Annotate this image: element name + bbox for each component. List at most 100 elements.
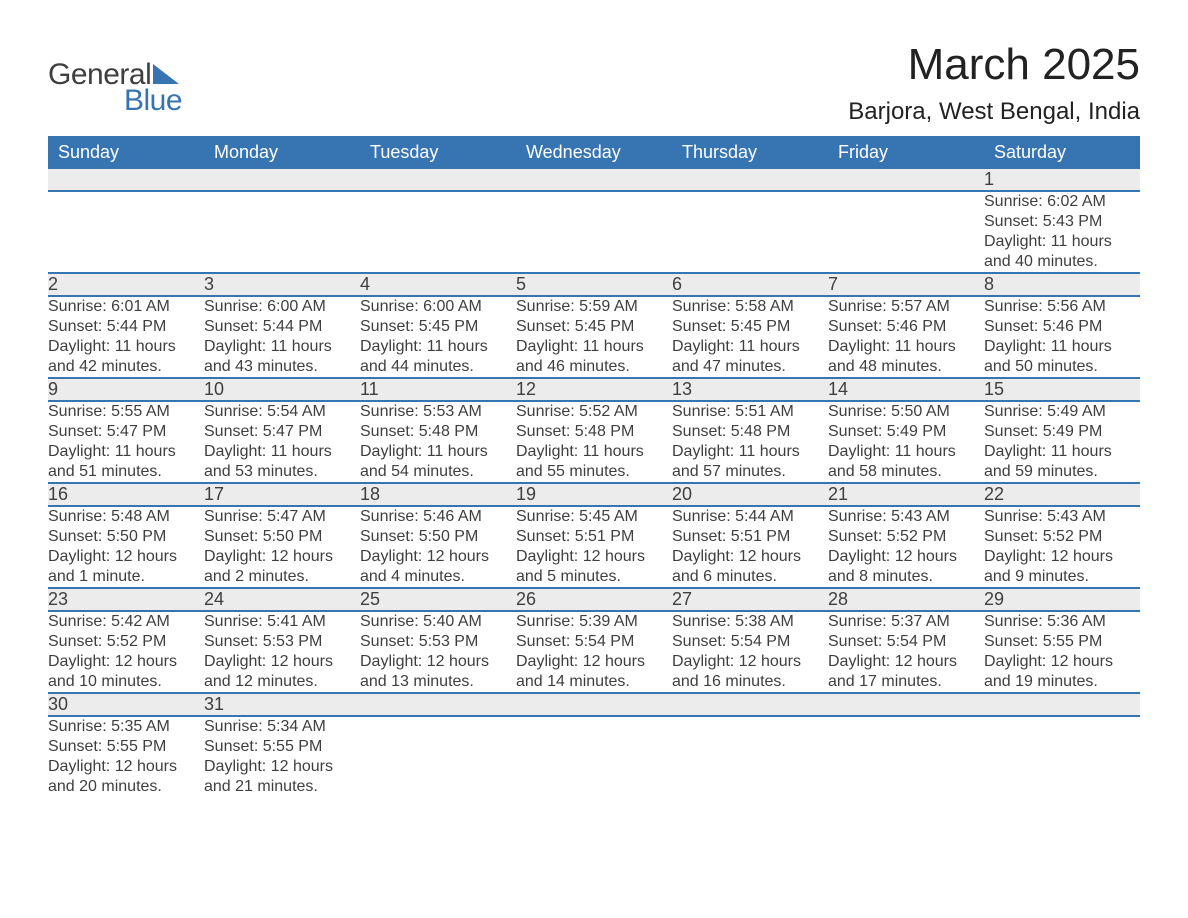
day-number: 2 [48,274,58,294]
day-daylight: Daylight: 11 hours and 51 minutes. [48,442,204,482]
day-daylight: Daylight: 11 hours and 42 minutes. [48,337,204,377]
calendar-table: Sunday Monday Tuesday Wednesday Thursday… [48,136,1140,797]
day-number-cell: 16 [48,483,204,506]
week-data-row: Sunrise: 5:42 AMSunset: 5:52 PMDaylight:… [48,611,1140,693]
day-sunrise: Sunrise: 5:45 AM [516,507,672,527]
day-sunrise: Sunrise: 6:00 AM [360,297,516,317]
day-data-cell [204,191,360,273]
day-data-cell [984,716,1140,797]
day-number-cell: 20 [672,483,828,506]
day-sunset: Sunset: 5:55 PM [984,632,1140,652]
day-data-cell: Sunrise: 5:51 AMSunset: 5:48 PMDaylight:… [672,401,828,483]
week-data-row: Sunrise: 6:01 AMSunset: 5:44 PMDaylight:… [48,296,1140,378]
logo: General Blue [48,58,182,118]
day-data-cell [828,716,984,797]
day-number: 26 [516,589,536,609]
day-sunrise: Sunrise: 5:48 AM [48,507,204,527]
day-sunset: Sunset: 5:45 PM [360,317,516,337]
day-sunset: Sunset: 5:50 PM [204,527,360,547]
day-number-cell [672,169,828,191]
day-daylight: Daylight: 12 hours and 20 minutes. [48,757,204,797]
day-sunset: Sunset: 5:50 PM [48,527,204,547]
day-data-cell [48,191,204,273]
day-daylight: Daylight: 12 hours and 2 minutes. [204,547,360,587]
day-number-cell: 18 [360,483,516,506]
day-daylight: Daylight: 11 hours and 44 minutes. [360,337,516,377]
day-data-cell: Sunrise: 5:47 AMSunset: 5:50 PMDaylight:… [204,506,360,588]
day-number: 22 [984,484,1004,504]
header: General Blue March 2025 Barjora, West Be… [48,40,1140,126]
day-number-cell [360,693,516,716]
day-sunset: Sunset: 5:44 PM [48,317,204,337]
day-sunrise: Sunrise: 5:55 AM [48,402,204,422]
day-sunrise: Sunrise: 5:38 AM [672,612,828,632]
day-number: 4 [360,274,370,294]
day-data-cell: Sunrise: 5:42 AMSunset: 5:52 PMDaylight:… [48,611,204,693]
day-number-cell [828,169,984,191]
day-number: 29 [984,589,1004,609]
day-number-cell: 24 [204,588,360,611]
day-number: 14 [828,379,848,399]
day-number-cell: 22 [984,483,1140,506]
day-number-cell: 1 [984,169,1140,191]
day-data-cell: Sunrise: 6:02 AMSunset: 5:43 PMDaylight:… [984,191,1140,273]
day-data-cell: Sunrise: 5:43 AMSunset: 5:52 PMDaylight:… [828,506,984,588]
day-number-cell: 12 [516,378,672,401]
day-number: 11 [360,379,379,399]
day-daylight: Daylight: 11 hours and 57 minutes. [672,442,828,482]
week-number-row: 23242526272829 [48,588,1140,611]
day-sunset: Sunset: 5:47 PM [204,422,360,442]
day-sunrise: Sunrise: 5:43 AM [828,507,984,527]
week-number-row: 3031 [48,693,1140,716]
day-data-cell: Sunrise: 5:59 AMSunset: 5:45 PMDaylight:… [516,296,672,378]
day-sunset: Sunset: 5:54 PM [516,632,672,652]
day-number-cell: 5 [516,273,672,296]
day-data-cell: Sunrise: 5:53 AMSunset: 5:48 PMDaylight:… [360,401,516,483]
day-sunset: Sunset: 5:45 PM [672,317,828,337]
day-daylight: Daylight: 11 hours and 50 minutes. [984,337,1140,377]
day-data-cell [360,716,516,797]
day-sunrise: Sunrise: 5:57 AM [828,297,984,317]
day-number: 19 [516,484,536,504]
day-sunset: Sunset: 5:46 PM [828,317,984,337]
day-number: 24 [204,589,224,609]
day-number-cell: 29 [984,588,1140,611]
day-data-cell: Sunrise: 5:41 AMSunset: 5:53 PMDaylight:… [204,611,360,693]
day-sunset: Sunset: 5:45 PM [516,317,672,337]
day-data-cell: Sunrise: 5:49 AMSunset: 5:49 PMDaylight:… [984,401,1140,483]
day-data-cell: Sunrise: 5:58 AMSunset: 5:45 PMDaylight:… [672,296,828,378]
day-daylight: Daylight: 12 hours and 12 minutes. [204,652,360,692]
day-data-cell: Sunrise: 6:01 AMSunset: 5:44 PMDaylight:… [48,296,204,378]
day-data-cell: Sunrise: 5:45 AMSunset: 5:51 PMDaylight:… [516,506,672,588]
day-number-cell [672,693,828,716]
week-data-row: Sunrise: 5:35 AMSunset: 5:55 PMDaylight:… [48,716,1140,797]
day-number: 10 [204,379,224,399]
day-daylight: Daylight: 12 hours and 6 minutes. [672,547,828,587]
day-data-cell: Sunrise: 5:46 AMSunset: 5:50 PMDaylight:… [360,506,516,588]
day-number-cell: 10 [204,378,360,401]
day-number-cell: 17 [204,483,360,506]
day-daylight: Daylight: 11 hours and 48 minutes. [828,337,984,377]
day-data-cell: Sunrise: 5:55 AMSunset: 5:47 PMDaylight:… [48,401,204,483]
day-data-cell [516,191,672,273]
week-data-row: Sunrise: 6:02 AMSunset: 5:43 PMDaylight:… [48,191,1140,273]
day-sunset: Sunset: 5:48 PM [516,422,672,442]
day-number-cell [984,693,1140,716]
day-number: 13 [672,379,692,399]
day-data-cell: Sunrise: 6:00 AMSunset: 5:44 PMDaylight:… [204,296,360,378]
day-data-cell: Sunrise: 5:48 AMSunset: 5:50 PMDaylight:… [48,506,204,588]
day-daylight: Daylight: 11 hours and 40 minutes. [984,232,1140,272]
week-number-row: 16171819 2021 22 [48,483,1140,506]
day-data-cell: Sunrise: 5:54 AMSunset: 5:47 PMDaylight:… [204,401,360,483]
day-number: 7 [828,274,838,294]
day-sunrise: Sunrise: 5:58 AM [672,297,828,317]
day-sunrise: Sunrise: 6:01 AM [48,297,204,317]
day-daylight: Daylight: 11 hours and 58 minutes. [828,442,984,482]
day-number: 21 [828,484,848,504]
day-number: 3 [204,274,214,294]
day-sunrise: Sunrise: 5:53 AM [360,402,516,422]
week-number-row: 1 [48,169,1140,191]
day-number-cell: 7 [828,273,984,296]
day-sunset: Sunset: 5:46 PM [984,317,1140,337]
day-sunset: Sunset: 5:53 PM [360,632,516,652]
